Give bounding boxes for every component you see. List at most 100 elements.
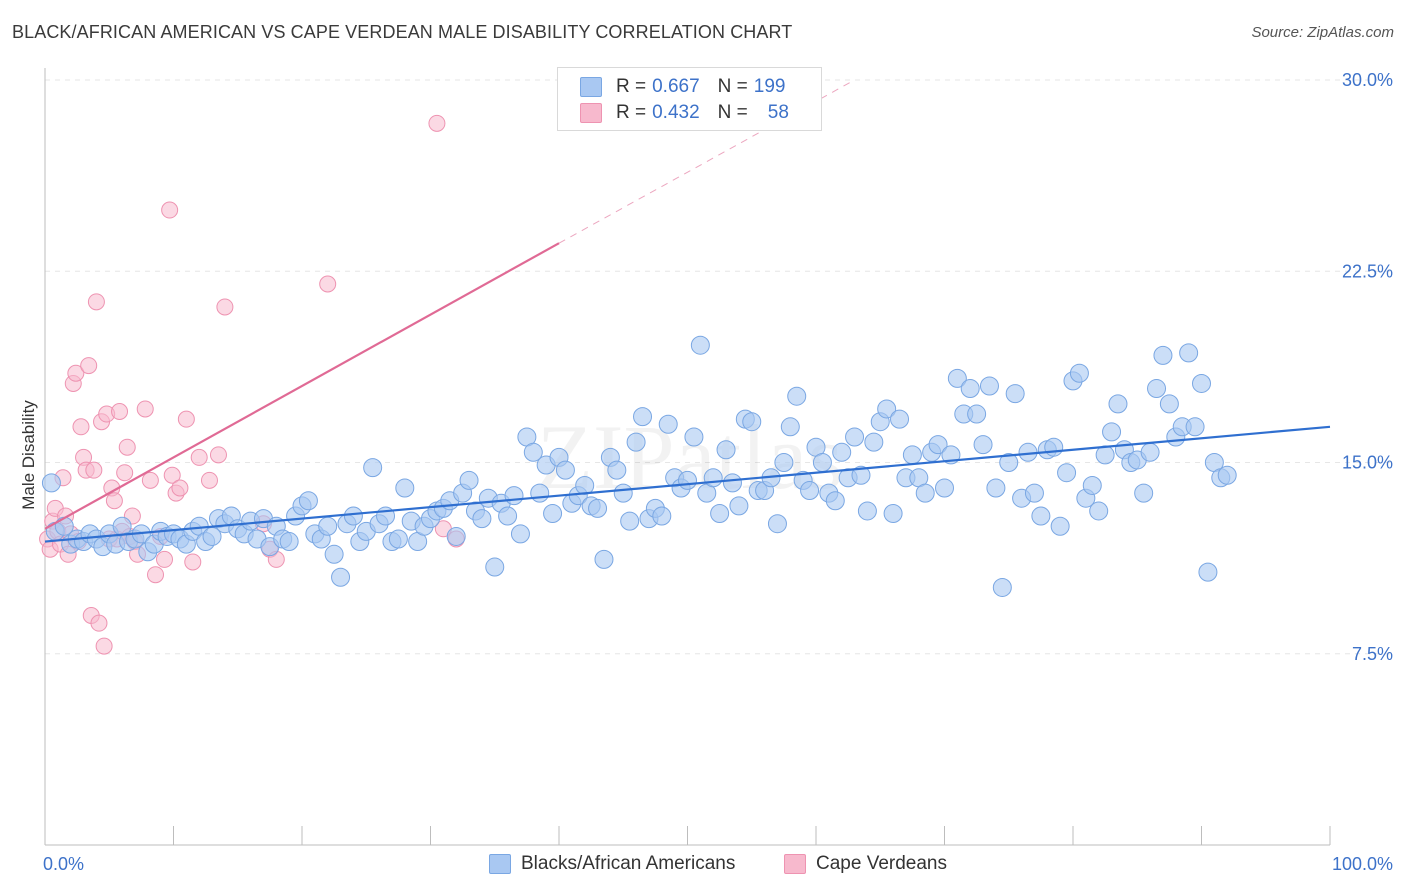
data-point-black-african-american: [967, 404, 987, 424]
data-point-black-african-american: [298, 491, 318, 511]
legend-n-value: 199: [753, 76, 786, 97]
data-point-black-african-american: [1140, 442, 1160, 462]
data-point-black-african-american: [318, 516, 338, 536]
data-point-black-african-american: [960, 379, 980, 399]
data-point-black-african-american: [485, 557, 505, 577]
data-point-black-african-american: [767, 514, 787, 534]
trend-line-pink-extension: [558, 79, 855, 244]
data-point-black-african-american: [1179, 343, 1199, 363]
data-point-cape-verdean: [156, 550, 174, 568]
data-point-black-african-american: [1031, 506, 1051, 526]
trend-lines: [44, 79, 1331, 543]
data-point-black-african-american: [1089, 501, 1109, 521]
data-point-cape-verdean: [163, 466, 181, 484]
data-point-black-african-american: [800, 481, 820, 501]
data-point-black-african-american: [498, 506, 518, 526]
data-point-black-african-american: [1153, 345, 1173, 365]
data-point-black-african-american: [626, 432, 646, 452]
data-point-black-african-american: [620, 511, 640, 531]
data-point-black-african-american: [947, 368, 967, 388]
data-point-black-african-american: [935, 478, 954, 498]
black-african-american-points: [41, 335, 1237, 597]
data-point-black-african-american: [832, 442, 852, 462]
data-point-cape-verdean: [171, 479, 189, 497]
data-point-black-african-american: [883, 504, 903, 523]
axes: [44, 68, 1331, 846]
data-point-cape-verdean: [90, 614, 108, 632]
data-point-black-african-american: [1102, 422, 1122, 442]
data-point-black-african-american: [690, 335, 710, 355]
data-point-black-african-american: [1147, 379, 1167, 399]
data-point-black-african-american: [594, 549, 614, 569]
data-point-cape-verdean: [85, 461, 103, 479]
grid-lines: [45, 79, 1395, 655]
data-point-black-african-american: [825, 491, 845, 511]
data-point-black-african-american: [992, 577, 1012, 597]
legend-r-value: 0.667: [652, 76, 700, 97]
data-point-cape-verdean: [80, 357, 98, 375]
data-point-black-african-american: [530, 483, 550, 503]
data-point-black-african-american: [658, 414, 678, 434]
data-point-black-african-american: [774, 453, 794, 472]
data-point-black-african-american: [633, 407, 653, 427]
chart-source: Source: ZipAtlas.com: [1251, 24, 1394, 41]
data-point-black-african-american: [710, 504, 730, 523]
data-point-cape-verdean: [184, 553, 202, 571]
x-tick-label: 100.0%: [1332, 854, 1393, 874]
data-point-black-african-american: [902, 445, 922, 465]
legend-row-blue: R = 0.667 N = 199: [580, 75, 785, 99]
data-point-black-african-american: [722, 473, 742, 493]
data-point-black-african-american: [979, 376, 999, 396]
legend-row-pink: R = 0.432 N = 58: [580, 101, 789, 125]
data-point-cape-verdean: [118, 438, 136, 456]
legend-swatch-blue: [580, 77, 602, 97]
data-point-black-african-american: [1095, 445, 1115, 465]
data-point-black-african-american: [845, 427, 865, 447]
y-tick-label: 30.0%: [1342, 70, 1393, 90]
x-tick-label: 0.0%: [43, 854, 84, 874]
legend-n-label: N =: [717, 102, 748, 123]
legend-n-label: N =: [717, 76, 748, 97]
data-point-black-african-american: [1057, 463, 1077, 483]
data-point-black-african-american: [41, 473, 61, 493]
data-point-black-african-american: [588, 498, 608, 518]
data-point-black-african-american: [324, 544, 344, 564]
data-point-black-african-american: [388, 529, 408, 549]
data-point-black-african-american: [1159, 394, 1179, 414]
data-point-black-african-american: [678, 470, 697, 490]
data-point-black-african-american: [446, 526, 466, 546]
data-point-cape-verdean: [428, 114, 446, 132]
data-point-black-african-american: [812, 453, 832, 472]
data-point-cape-verdean: [116, 464, 134, 482]
data-point-black-african-american: [729, 496, 749, 516]
data-point-cape-verdean: [216, 298, 234, 316]
y-tick-label: 15.0%: [1342, 453, 1393, 473]
data-point-black-african-american: [613, 483, 633, 503]
data-point-black-african-american: [890, 409, 910, 429]
bottom-legend-swatch-pink: [784, 854, 806, 874]
data-point-black-african-american: [915, 483, 935, 503]
legend-r-label: R =: [616, 76, 647, 97]
data-point-black-african-american: [1050, 516, 1070, 536]
legend-n-value: 58: [767, 102, 789, 123]
data-point-black-african-american: [1192, 373, 1211, 393]
data-point-black-african-american: [363, 458, 383, 478]
data-point-black-african-american: [523, 442, 543, 462]
data-point-black-african-american: [510, 524, 530, 544]
data-point-black-african-american: [857, 501, 877, 521]
trend-line-pink: [44, 242, 560, 530]
bottom-legend-pink: Cape Verdeans: [784, 852, 947, 876]
y-axis-label: Male Disability: [19, 400, 38, 510]
data-point-cape-verdean: [200, 471, 218, 489]
data-point-black-african-american: [607, 460, 627, 480]
data-point-cape-verdean: [136, 400, 154, 418]
y-tick-label: 7.5%: [1352, 644, 1393, 664]
data-point-cape-verdean: [319, 275, 337, 293]
data-point-black-african-american: [395, 478, 415, 498]
bottom-legend-label-pink: Cape Verdeans: [816, 853, 947, 874]
data-point-black-african-american: [973, 435, 993, 455]
data-point-black-african-american: [1185, 417, 1205, 437]
y-tick-label: 22.5%: [1342, 261, 1393, 281]
data-point-black-african-american: [1198, 562, 1218, 582]
